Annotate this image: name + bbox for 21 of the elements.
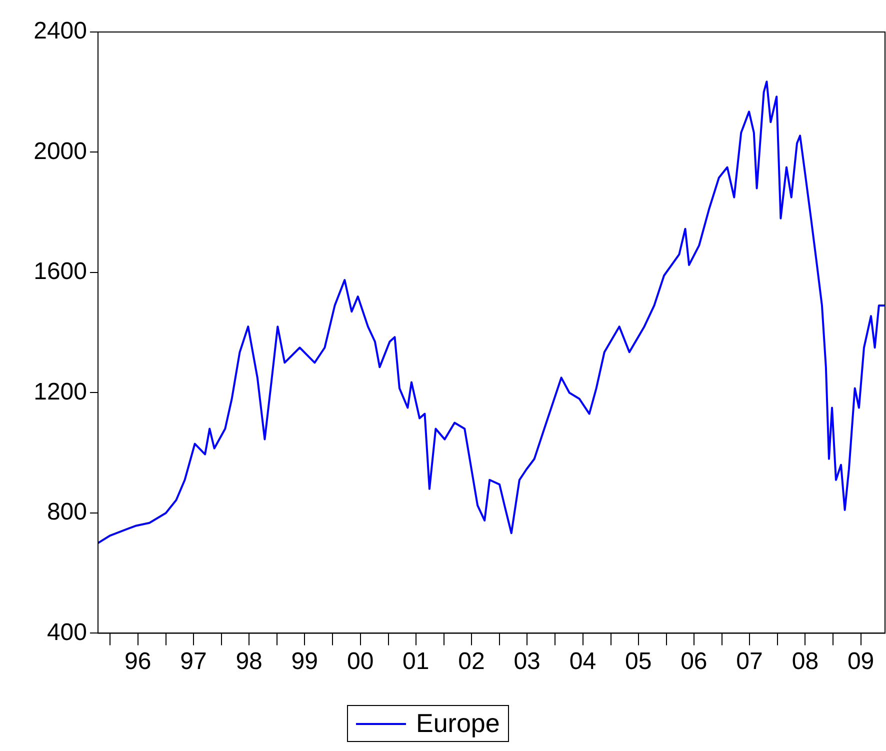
x-tick-label: 00 [346,648,374,676]
x-tick-label: 02 [458,648,485,676]
x-tick-label: 96 [124,648,152,676]
x-tick-label: 07 [736,648,763,676]
x-tick-label: 98 [236,648,262,676]
y-tick-label: 1600 [34,258,87,286]
x-tick-label: 97 [180,648,207,676]
y-tick-label: 1200 [34,378,87,406]
legend-label: Europe [416,708,500,739]
x-tick-label: 05 [624,648,652,676]
x-tick-label: 06 [680,648,708,676]
x-tick-label: 99 [291,648,318,676]
x-tick-label: 01 [402,648,430,676]
y-tick-label: 800 [46,498,87,526]
y-tick-label: 400 [46,618,87,646]
y-tick-label: 2000 [34,138,87,165]
x-tick-label: 08 [792,648,819,676]
x-tick-label: 09 [847,648,874,676]
x-tick-label: 04 [569,648,596,676]
y-tick-label: 2400 [34,18,87,45]
x-tick-label: 03 [514,648,540,676]
